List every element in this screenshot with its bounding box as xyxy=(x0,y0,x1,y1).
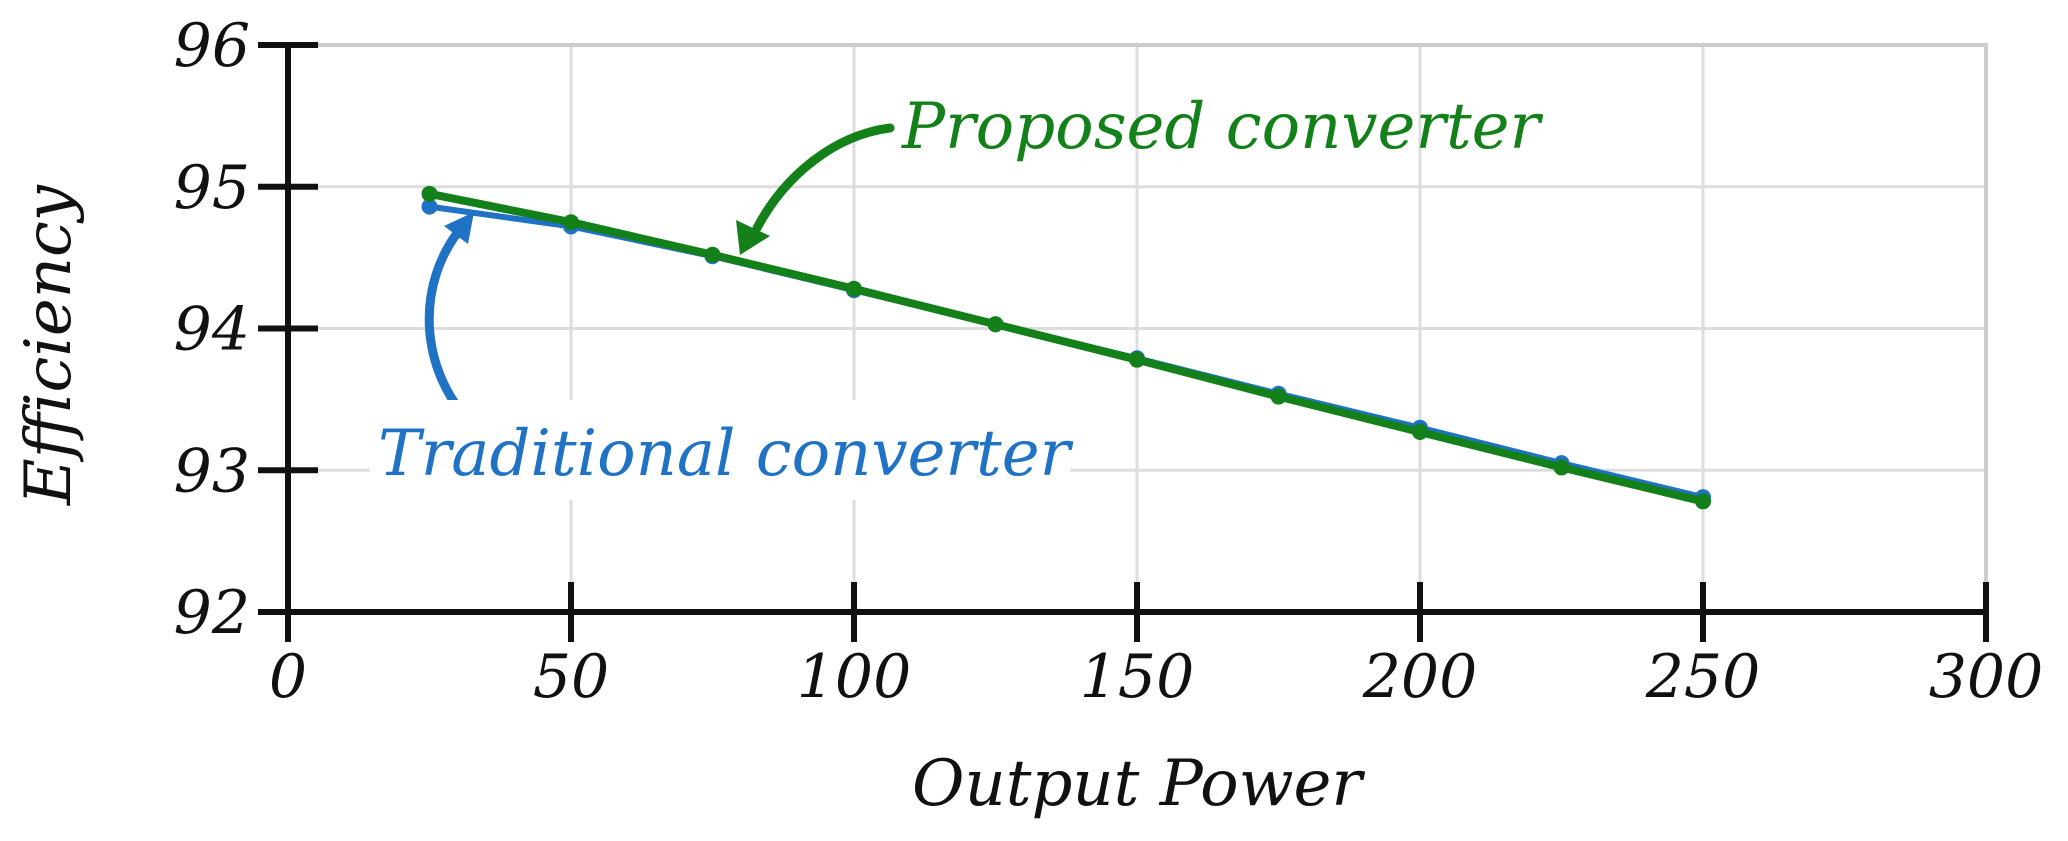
annotation-arrow-proposed xyxy=(752,123,895,233)
series-line-1 xyxy=(428,189,1704,506)
axes xyxy=(258,42,1989,642)
x-tick-label-50: 50 xyxy=(533,642,609,712)
annotation-arrow-traditional xyxy=(424,227,467,418)
y-tick-label-94: 94 xyxy=(174,295,250,365)
y-tick-label-96: 96 xyxy=(174,11,250,81)
series-1-point-7 xyxy=(1412,423,1428,440)
series-1-point-4 xyxy=(987,316,1004,333)
x-axis-title: Output Power xyxy=(912,747,1365,821)
series-1-point-2 xyxy=(704,246,721,263)
series-1-point-0 xyxy=(421,185,438,202)
x-tick-label-100: 100 xyxy=(797,642,912,712)
annotation-proposed: Proposed converter xyxy=(736,90,1544,255)
series-1-point-8 xyxy=(1553,459,1570,476)
x-tick-label-250: 250 xyxy=(1645,642,1761,712)
series-1-point-9 xyxy=(1695,493,1711,510)
annotation-arrowhead-proposed xyxy=(736,220,770,255)
y-tick-label-95: 95 xyxy=(174,153,250,223)
series xyxy=(421,185,1711,510)
x-tick-label-150: 150 xyxy=(1080,642,1195,712)
series-0-point-0 xyxy=(421,198,438,215)
annotation-label-background xyxy=(370,400,1070,500)
tick-labels: 92 93 94 95 96 0 50 100 150 200 250 300 xyxy=(174,11,2044,712)
y-axis-title: Efficiency xyxy=(12,184,86,506)
x-tick-label-0: 0 xyxy=(269,642,307,712)
annotation-traditional: Traditional converter xyxy=(370,212,1074,500)
x-tick-label-300: 300 xyxy=(1929,642,2044,712)
series-1-point-3 xyxy=(846,280,862,297)
series-1-point-5 xyxy=(1129,351,1145,368)
annotation-label-traditional: Traditional converter xyxy=(378,417,1074,491)
series-1-point-6 xyxy=(1270,388,1287,405)
y-tick-label-92: 92 xyxy=(174,578,250,648)
x-tick-label-200: 200 xyxy=(1362,642,1478,712)
annotation-arrowhead-traditional xyxy=(444,212,474,244)
y-tick-label-93: 93 xyxy=(174,436,250,506)
annotation-label-proposed: Proposed converter xyxy=(901,90,1544,164)
series-1-point-1 xyxy=(563,214,579,231)
series-1 xyxy=(421,185,1711,510)
